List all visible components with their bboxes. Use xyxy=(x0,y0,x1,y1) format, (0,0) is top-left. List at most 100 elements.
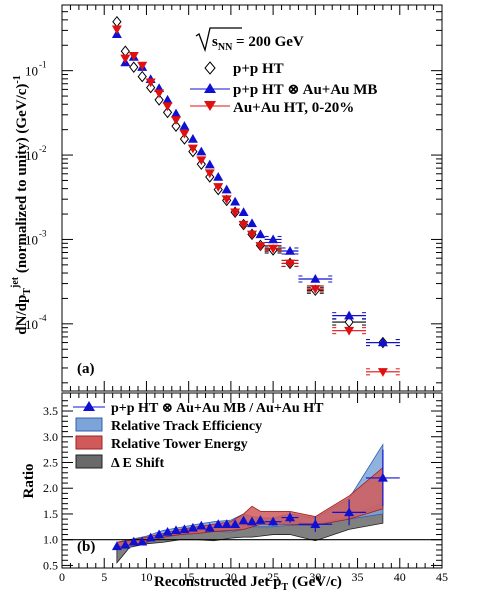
x-tick-label: 10 xyxy=(140,570,152,584)
data-point xyxy=(171,525,181,535)
y-tick-label-bottom: 3.5 xyxy=(43,404,58,418)
data-point xyxy=(230,196,241,206)
data-point xyxy=(221,519,232,528)
data-point xyxy=(268,516,279,526)
bottom-frame xyxy=(61,392,443,569)
x-tick-label: 15 xyxy=(183,570,195,584)
data-point xyxy=(137,536,148,546)
bottom-y-axis-label: Ratio xyxy=(21,464,37,499)
legend-label-auau: Au+Au HT, 0-20% xyxy=(233,100,354,116)
y-tick-label-top-exp: -2 xyxy=(39,144,47,154)
data-point xyxy=(255,229,266,239)
data-point xyxy=(128,536,139,546)
y-tick-label-bottom: 2.0 xyxy=(43,481,58,495)
data-point xyxy=(204,522,215,532)
data-point xyxy=(310,273,321,283)
data-point xyxy=(255,515,266,524)
data-point xyxy=(179,133,190,145)
legend-swatch-tower-energy xyxy=(75,435,103,450)
data-point xyxy=(255,242,266,251)
data-point xyxy=(179,524,190,534)
series-auau-ht xyxy=(111,25,400,377)
data-point xyxy=(238,207,249,217)
top-frame xyxy=(61,4,443,392)
x-tick-label: 0 xyxy=(59,570,65,584)
data-point xyxy=(196,146,207,156)
data-point xyxy=(230,208,241,218)
data-point xyxy=(137,61,148,71)
legend-label-track-eff: Relative Track Efficiency xyxy=(111,419,262,434)
x-tick-label: 45 xyxy=(436,570,448,584)
data-point xyxy=(162,94,173,104)
y-tick-label-bottom: 1.5 xyxy=(43,507,58,521)
x-axis-label: Reconstructed Jet pT (GeV/c) xyxy=(154,574,342,593)
data-point xyxy=(213,519,224,528)
data-point xyxy=(171,116,181,126)
x-tick-label: 30 xyxy=(309,570,321,584)
data-point xyxy=(310,285,321,294)
data-point xyxy=(111,25,122,35)
y-tick-label-bottom: 2.5 xyxy=(43,455,58,469)
legend-label-embedded: p+p HT ⊗ Au+Au MB xyxy=(233,82,377,98)
data-point xyxy=(247,230,257,240)
data-point xyxy=(196,156,207,166)
energy-label: sNN = 200 GeV xyxy=(195,27,304,53)
data-point xyxy=(171,120,181,132)
data-point xyxy=(196,520,207,530)
data-point xyxy=(204,169,215,179)
top-plot-area xyxy=(61,5,443,391)
data-point xyxy=(221,184,232,194)
data-point xyxy=(128,52,139,61)
data-point xyxy=(204,159,215,169)
legend-marker-ratio xyxy=(83,401,95,411)
data-point xyxy=(221,195,232,205)
data-point xyxy=(154,529,165,539)
data-point xyxy=(171,108,181,118)
legend-label-de-shift: Δ E Shift xyxy=(111,456,164,471)
data-point xyxy=(238,515,249,525)
data-point xyxy=(187,522,198,532)
legend-label-ratio: p+p HT ⊗ Au+Au MB / Au+Au HT xyxy=(111,401,324,416)
svg-text:sNN = 200 GeV: sNN = 200 GeV xyxy=(212,34,304,53)
data-point xyxy=(120,539,131,549)
y-tick-label-top: 10 xyxy=(25,232,38,247)
x-tick-label: 40 xyxy=(394,570,406,584)
data-point xyxy=(162,102,173,112)
panel-label-a: (a) xyxy=(77,361,95,377)
data-point xyxy=(268,244,279,254)
data-point xyxy=(213,171,224,181)
sqrt-sign-icon xyxy=(195,27,242,53)
panel-label-b: (b) xyxy=(77,539,95,555)
legend-marker-auau xyxy=(204,101,216,111)
data-point xyxy=(162,106,173,119)
data-point xyxy=(285,512,295,522)
data-point xyxy=(344,310,355,320)
y-tick-label-bottom: 1.0 xyxy=(43,533,58,547)
y-tick-label-top: 10 xyxy=(25,64,38,79)
legend-marker-embedded xyxy=(204,83,216,93)
top-y-axis-label: dN/dpTjet (normalized to unity) (GeV/c)-… xyxy=(10,75,33,334)
data-point xyxy=(187,133,198,143)
data-point xyxy=(285,245,295,255)
legend-label-tower-energy: Relative Tower Energy xyxy=(111,437,248,452)
data-point xyxy=(162,526,173,536)
y-tick-label-bottom: 3.0 xyxy=(43,430,58,444)
x-tick-label: 35 xyxy=(352,570,364,584)
data-point xyxy=(285,259,295,269)
data-point xyxy=(154,89,165,99)
y-tick-label-top-exp: -1 xyxy=(39,60,47,70)
top-legend: p+p HT p+p HT ⊗ Au+Au MB Au+Au HT, 0-20% xyxy=(190,61,377,116)
bottom-plot-area xyxy=(61,393,443,568)
data-point xyxy=(247,218,257,228)
x-tick-label: 20 xyxy=(225,570,237,584)
data-point xyxy=(129,61,139,73)
legend-swatch-de-shift xyxy=(75,454,103,469)
data-point xyxy=(377,472,388,482)
data-point xyxy=(247,516,257,526)
data-point xyxy=(137,70,147,83)
data-point xyxy=(344,507,355,517)
data-point xyxy=(145,78,156,88)
x-tick-label: 25 xyxy=(267,570,279,584)
